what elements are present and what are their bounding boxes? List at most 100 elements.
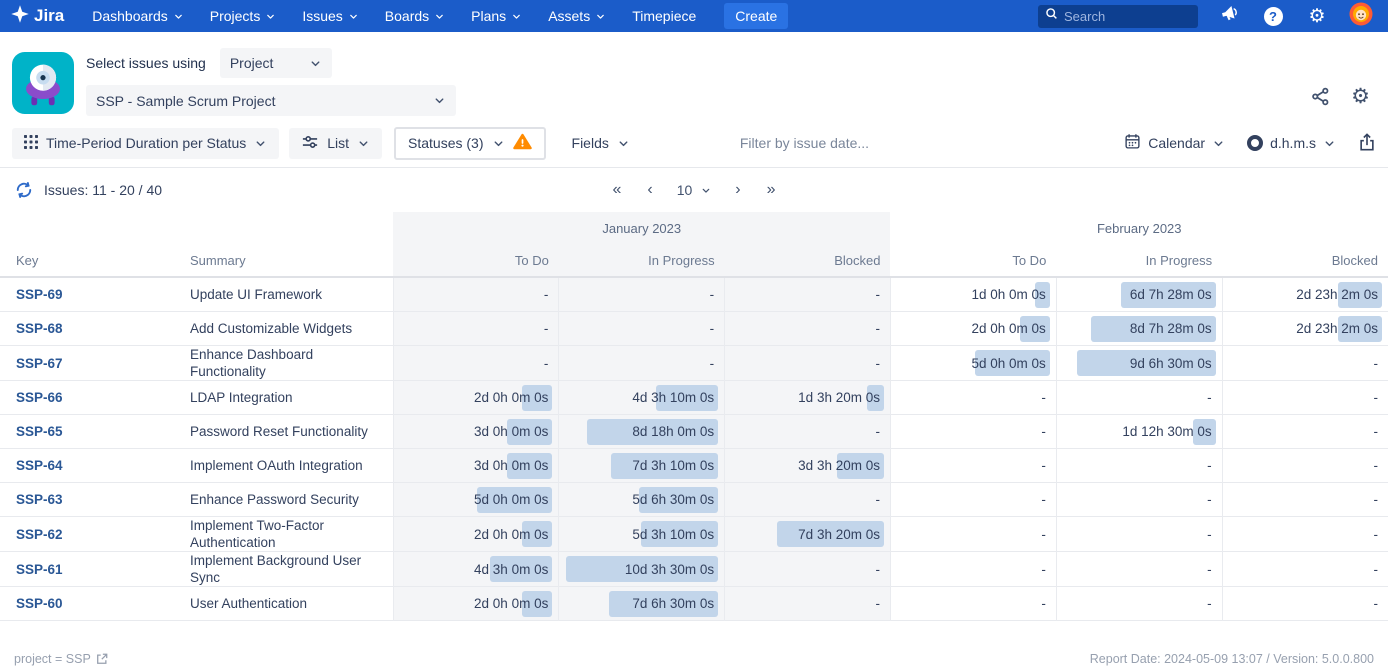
duration-value: 5d 3h 10m 0s (632, 527, 714, 542)
calendar-button[interactable]: Calendar (1124, 133, 1225, 153)
empty-duration-value: - (1207, 596, 1212, 611)
search-input[interactable] (1064, 9, 1184, 24)
avatar (1349, 2, 1373, 31)
view-mode-label: List (327, 135, 349, 151)
calendar-icon (1124, 133, 1141, 153)
empty-duration-value: - (1207, 390, 1212, 405)
duration-cell: - (559, 277, 725, 312)
view-mode-button[interactable]: List (289, 128, 382, 159)
issue-summary: LDAP Integration (190, 381, 393, 415)
issue-key-link[interactable]: SSP-63 (16, 492, 63, 507)
duration-value: 3d 3h 20m 0s (798, 458, 880, 473)
issue-key-link[interactable]: SSP-65 (16, 424, 63, 439)
empty-duration-value: - (1374, 562, 1379, 577)
nav-item-boards[interactable]: Boards (385, 8, 445, 24)
duration-value: 1d 12h 30m 0s (1122, 424, 1211, 439)
search-icon (1045, 7, 1058, 25)
issue-key-link[interactable]: SSP-62 (16, 527, 63, 542)
top-navbar: Jira Dashboards Projects Issues Boards Plans… (0, 0, 1388, 32)
duration-cell: - (890, 415, 1056, 449)
help-icon: ? (1264, 7, 1283, 26)
announcements-button[interactable] (1216, 3, 1242, 29)
nav-item-issues[interactable]: Issues (302, 8, 358, 24)
empty-duration-value: - (1041, 458, 1046, 473)
issue-key-link[interactable]: SSP-64 (16, 458, 63, 473)
duration-cell: - (725, 483, 891, 517)
first-page-button[interactable]: « (606, 181, 627, 199)
project-select[interactable]: SSP - Sample Scrum Project (86, 85, 456, 116)
issue-summary: Update UI Framework (190, 277, 393, 312)
jan-blocked-header: Blocked (725, 245, 891, 277)
empty-duration-value: - (1374, 527, 1379, 542)
nav-item-plans[interactable]: Plans (471, 8, 522, 24)
issue-key-link[interactable]: SSP-69 (16, 287, 63, 302)
report-type-label: Time-Period Duration per Status (46, 135, 246, 151)
jql-link[interactable]: project = SSP (14, 652, 108, 666)
export-button[interactable] (1358, 132, 1376, 155)
nav-item-dashboards[interactable]: Dashboards (92, 8, 184, 24)
duration-cell: - (725, 587, 891, 621)
empty-duration-value: - (1374, 596, 1379, 611)
statuses-button[interactable]: Statuses (3) (394, 127, 545, 160)
issue-summary: Enhance Password Security (190, 483, 393, 517)
empty-duration-value: - (1207, 527, 1212, 542)
duration-cell: 7d 3h 20m 0s (725, 517, 891, 552)
empty-duration-value: - (544, 287, 549, 302)
nav-item-label: Boards (385, 8, 429, 24)
pagination: « ‹ 10 › » (606, 181, 781, 199)
profile-button[interactable] (1348, 3, 1374, 29)
duration-cell: - (1222, 381, 1388, 415)
create-button[interactable]: Create (724, 3, 788, 29)
duration-cell: - (890, 381, 1056, 415)
jan-todo-header: To Do (393, 245, 559, 277)
empty-duration-value: - (710, 356, 715, 371)
duration-format-button[interactable]: d.h.m.s (1247, 135, 1336, 151)
issue-key-link[interactable]: SSP-67 (16, 356, 63, 371)
duration-value: 2d 23h 2m 0s (1296, 287, 1378, 302)
feb-blocked-header: Blocked (1222, 245, 1388, 277)
issue-key-link[interactable]: SSP-60 (16, 596, 63, 611)
issue-summary: Implement Two-Factor Authentication (190, 517, 393, 552)
nav-item-assets[interactable]: Assets (548, 8, 606, 24)
help-button[interactable]: ? (1260, 3, 1286, 29)
empty-duration-value: - (1041, 492, 1046, 507)
global-search[interactable] (1038, 5, 1198, 28)
issue-source-select[interactable]: Project (220, 48, 332, 78)
duration-cell: - (1056, 517, 1222, 552)
duration-cell: 5d 0h 0m 0s (393, 483, 559, 517)
empty-duration-value: - (1207, 492, 1212, 507)
next-page-button[interactable]: › (729, 181, 746, 199)
prev-page-button[interactable]: ‹ (641, 181, 658, 199)
issue-summary: Implement OAuth Integration (190, 449, 393, 483)
fields-button[interactable]: Fields (560, 128, 642, 159)
issue-source-value: Project (230, 55, 274, 71)
table-row: SSP-68Add Customizable Widgets---2d 0h 0… (0, 312, 1388, 346)
duration-value: 1d 0h 0m 0s (972, 287, 1046, 302)
table-row: SSP-64Implement OAuth Integration3d 0h 0… (0, 449, 1388, 483)
last-page-button[interactable]: » (761, 181, 782, 199)
duration-cell: 2d 23h 2m 0s (1222, 277, 1388, 312)
duration-format-label: d.h.m.s (1270, 135, 1316, 151)
empty-duration-value: - (875, 287, 880, 302)
settings-button[interactable]: ⚙ (1304, 3, 1330, 29)
issue-summary: Password Reset Functionality (190, 415, 393, 449)
nav-item-timepiece[interactable]: Timepiece (632, 8, 696, 24)
issue-date-filter-input[interactable] (740, 135, 970, 151)
empty-duration-value: - (875, 424, 880, 439)
nav-item-projects[interactable]: Projects (210, 8, 277, 24)
page-size-select[interactable]: 10 (673, 182, 716, 198)
issue-key-link[interactable]: SSP-66 (16, 390, 63, 405)
empty-duration-value: - (1374, 424, 1379, 439)
chevron-down-icon (434, 11, 445, 22)
report-settings-button[interactable]: ⚙ (1351, 86, 1370, 107)
issue-key-link[interactable]: SSP-68 (16, 321, 63, 336)
duration-value: 4d 3h 10m 0s (632, 390, 714, 405)
report-type-button[interactable]: Time-Period Duration per Status (12, 128, 279, 159)
share-button[interactable] (1310, 86, 1331, 107)
select-issues-label: Select issues using (86, 55, 206, 71)
statuses-label: Statuses (3) (408, 135, 483, 151)
duration-cell: - (1222, 517, 1388, 552)
issue-key-link[interactable]: SSP-61 (16, 562, 63, 577)
refresh-button[interactable] (14, 180, 34, 200)
jira-logo[interactable]: Jira (10, 4, 64, 29)
